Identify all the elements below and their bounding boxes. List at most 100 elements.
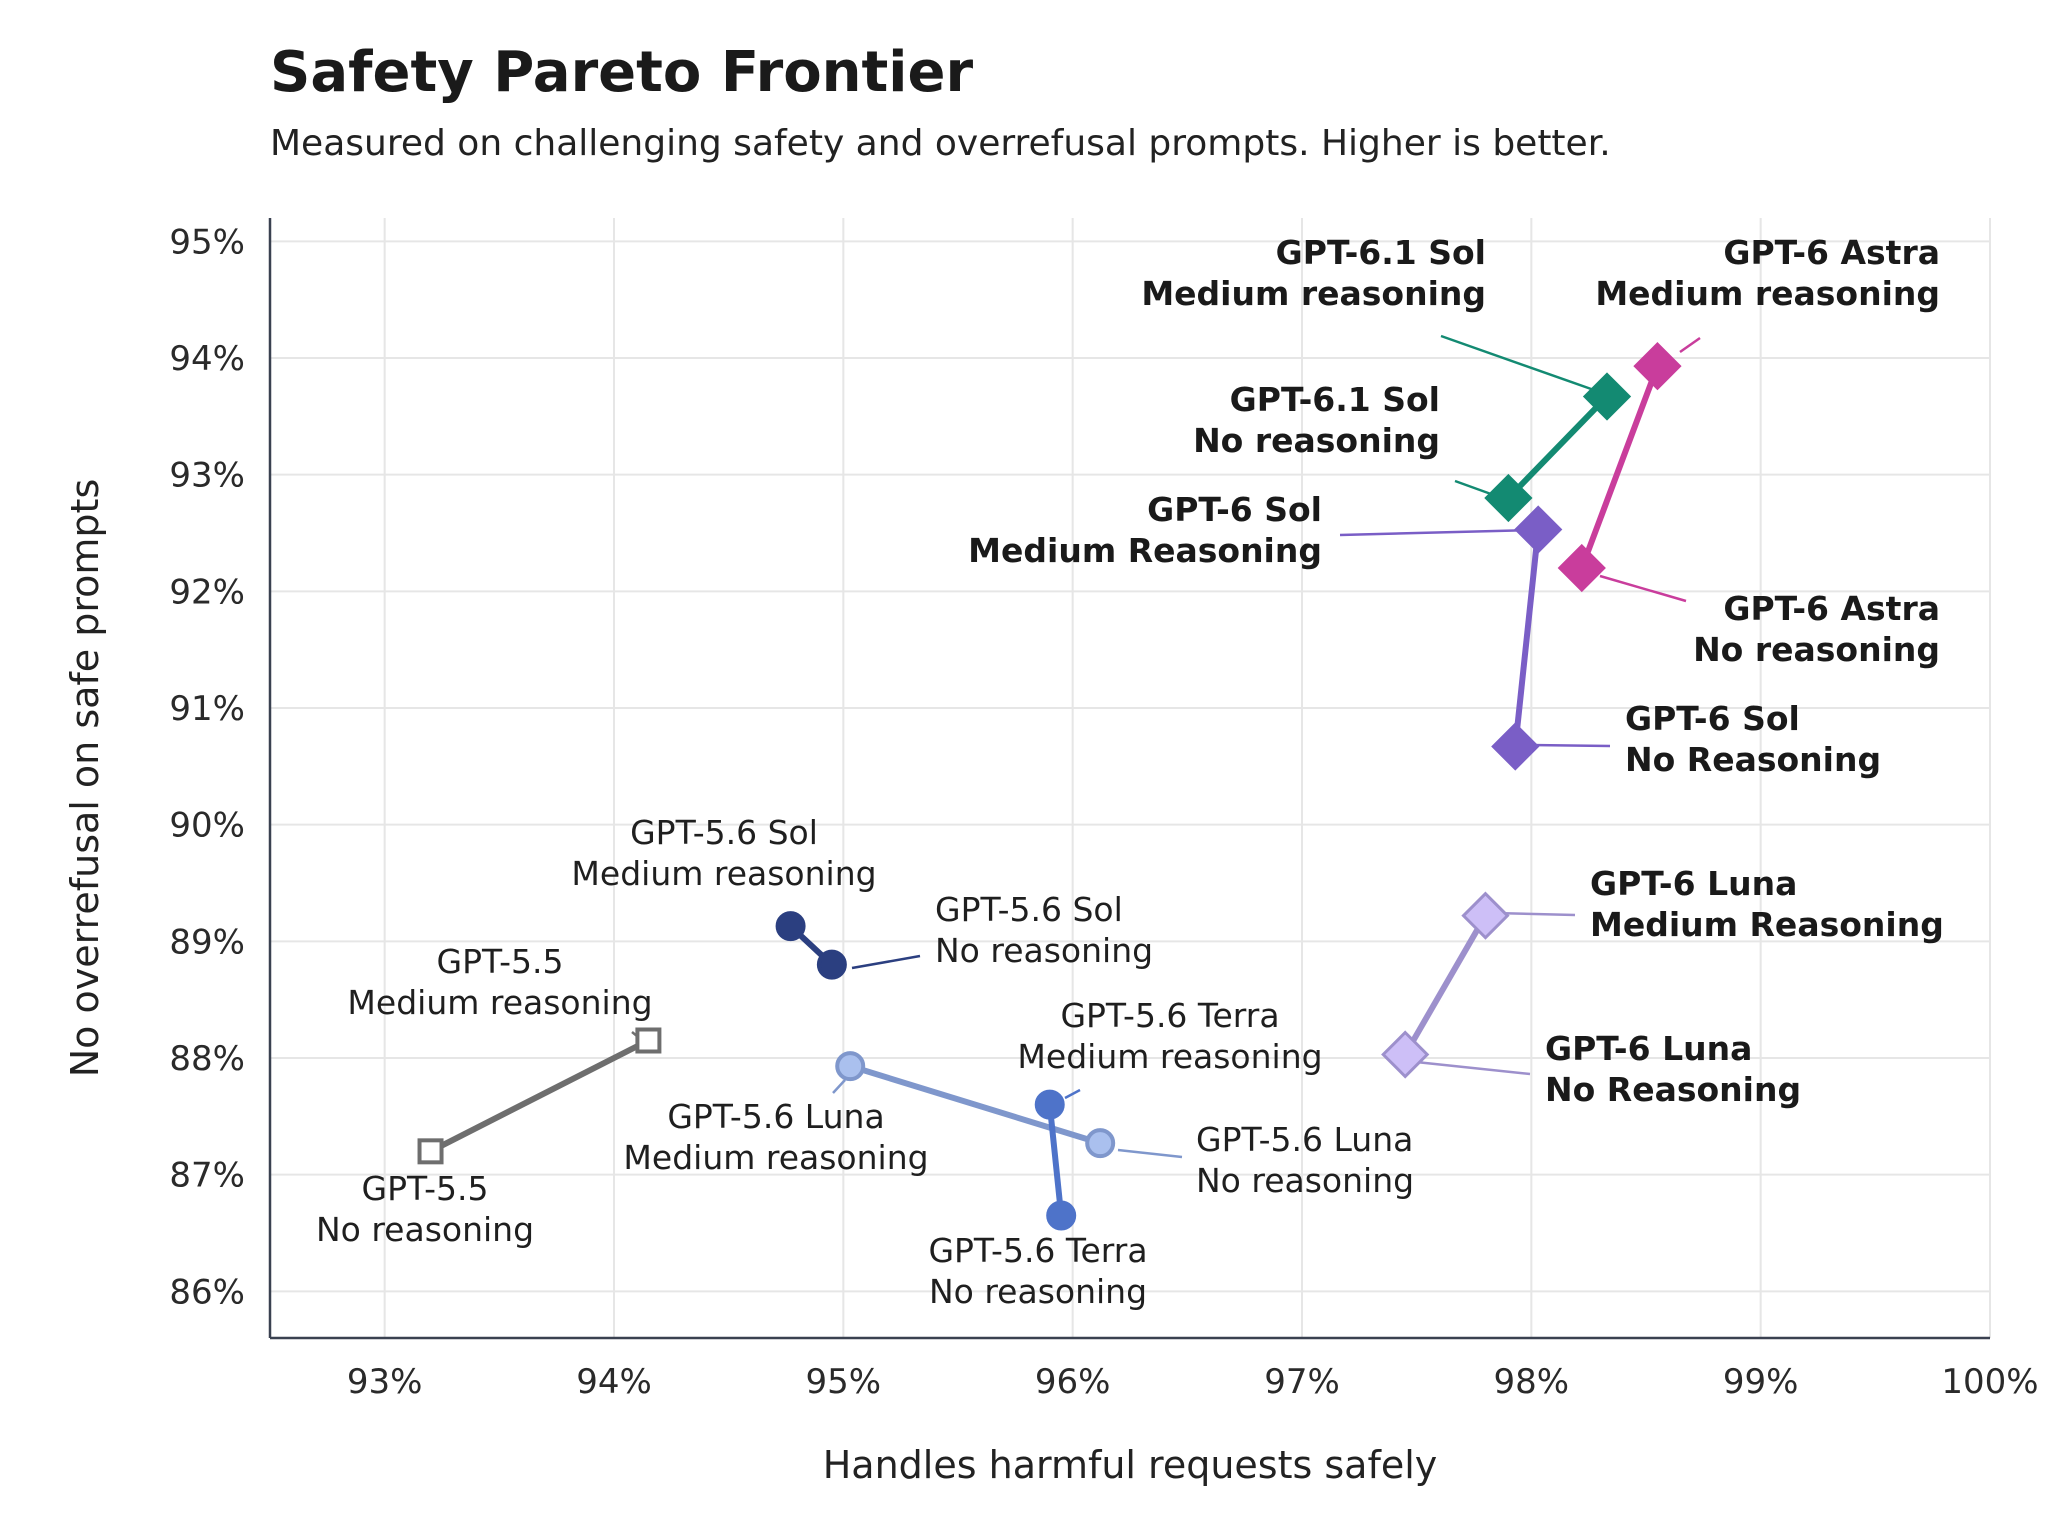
point-label-line: No reasoning [1196, 1161, 1414, 1200]
label-leader-line [1117, 1148, 1183, 1159]
point-label: GPT-5.6 Luna No reasoning [1196, 1120, 1414, 1200]
y-tick-label: 93% [169, 456, 245, 496]
x-tick-label: 98% [1494, 1362, 1570, 1402]
x-tick-label: 100% [1941, 1362, 2038, 1402]
point-label-line: GPT-5.6 Sol [935, 890, 1123, 929]
point-label-line: GPT-5.6 Luna [1196, 1120, 1413, 1159]
x-tick-label: 95% [806, 1362, 882, 1402]
data-point-circle [835, 1051, 866, 1082]
y-tick-label: 91% [169, 689, 245, 729]
series-gpt-5-5 [417, 1027, 662, 1165]
point-label: GPT-5.5 Medium reasoning [347, 942, 652, 1022]
point-label-line: No reasoning [1693, 630, 1940, 669]
point-label: GPT-6.1 Sol No reasoning [1193, 380, 1440, 460]
point-label-line: Medium reasoning [623, 1138, 928, 1177]
x-tick-label: 93% [347, 1362, 423, 1402]
point-label-line: GPT-5.6 Luna [667, 1097, 884, 1136]
y-axis-title: No overrefusal on safe prompts [63, 479, 107, 1078]
point-label-line: GPT-5.6 Terra [1060, 996, 1279, 1035]
data-point-diamond [1484, 473, 1533, 523]
data-point-diamond [1633, 342, 1682, 391]
point-label: GPT-6 Astra No reasoning [1693, 589, 1940, 669]
point-label-line: Medium Reasoning [1590, 905, 1944, 944]
series-line [1506, 394, 1610, 501]
leader-layer [631, 334, 1701, 1159]
series-gpt-5-6-luna [835, 1051, 1116, 1159]
data-point-diamond [1491, 722, 1540, 771]
point-label-line: GPT-5.5 [362, 1169, 489, 1208]
data-point-square [417, 1138, 444, 1165]
series-line [429, 1037, 650, 1155]
point-label-line: GPT-5.6 Terra [928, 1231, 1147, 1270]
point-label: GPT-5.6 Luna Medium reasoning [623, 1097, 928, 1177]
point-label: GPT-5.5 No reasoning [316, 1169, 534, 1249]
data-point-circle [775, 911, 806, 942]
point-label-line: Medium reasoning [571, 854, 876, 893]
axis-layer: 93% 94% 95% 96% 97% 98% 99% 100% 86% 87% 88% 89% 90%… [169, 218, 2039, 1402]
point-label: GPT-5.6 Terra Medium reasoning [1017, 996, 1322, 1076]
label-leader-line [1440, 334, 1595, 392]
label-leader-line [1493, 911, 1576, 917]
point-label-line: GPT-6 Luna [1590, 864, 1797, 903]
label-leader-line [851, 954, 921, 970]
label-leader-line [1064, 1088, 1081, 1100]
point-label: GPT-5.6 Terra No reasoning [928, 1231, 1147, 1311]
point-label-line: GPT-6 Astra [1723, 589, 1940, 628]
point-label-line: No reasoning [316, 1210, 534, 1249]
series-layer [417, 342, 1682, 1231]
data-point-diamond [1381, 1030, 1430, 1079]
point-label: GPT-6.1 Sol Medium reasoning [1141, 233, 1486, 313]
series-line [1046, 1104, 1065, 1216]
point-label: GPT-6 Luna No Reasoning [1545, 1029, 1801, 1109]
data-point-circle [1046, 1200, 1077, 1231]
x-axis-title: Handles harmful requests safely [823, 1443, 1438, 1487]
data-point-diamond [1582, 372, 1632, 421]
y-tick-label: 95% [169, 222, 245, 262]
data-point-circle [1085, 1128, 1116, 1159]
series-gpt-6-astra [1557, 342, 1682, 593]
y-tick-label: 86% [169, 1272, 245, 1312]
point-label: GPT-6 Sol Medium Reasoning [968, 490, 1322, 570]
point-label-line: Medium reasoning [347, 983, 652, 1022]
point-label-line: GPT-6 Astra [1723, 233, 1940, 272]
point-label-line: Medium reasoning [1141, 274, 1486, 313]
data-point-circle [1034, 1089, 1065, 1120]
series-line [1402, 914, 1489, 1057]
series-line [1512, 529, 1542, 747]
y-tick-label: 94% [169, 339, 245, 379]
y-tick-label: 90% [169, 806, 245, 846]
point-label-line: GPT-6 Sol [1147, 490, 1322, 529]
point-label-line: GPT-6.1 Sol [1230, 380, 1440, 419]
data-point-diamond [1514, 505, 1563, 554]
point-label-line: Medium Reasoning [968, 531, 1322, 570]
data-point-diamond [1557, 543, 1606, 593]
point-label: GPT-6 Astra Medium reasoning [1595, 233, 1940, 313]
point-label-line: GPT-5.6 Sol [630, 813, 818, 852]
point-label-line: Medium reasoning [1595, 274, 1940, 313]
y-tick-label: 92% [169, 572, 245, 612]
series-gpt-6-luna [1381, 891, 1510, 1079]
data-point-square [635, 1027, 662, 1054]
y-tick-label: 87% [169, 1156, 245, 1196]
label-leader-line [1529, 743, 1611, 748]
point-label: GPT-5.6 Sol No reasoning [935, 890, 1153, 970]
chart-subtitle: Measured on challenging safety and overr… [270, 123, 1611, 164]
y-tick-label: 88% [169, 1039, 245, 1079]
series-gpt-6-1-sol [1484, 372, 1632, 523]
chart-title: Safety Pareto Frontier [270, 40, 974, 105]
series-gpt-6-sol [1491, 505, 1563, 771]
point-label-line: GPT-6 Sol [1625, 699, 1800, 738]
label-leader-line [1679, 336, 1701, 354]
point-label-line: GPT-5.5 [437, 942, 564, 981]
point-label-line: No reasoning [935, 931, 1153, 970]
x-tick-label: 99% [1723, 1362, 1799, 1402]
label-leader-line [1415, 1060, 1531, 1076]
point-label-line: No Reasoning [1545, 1070, 1801, 1109]
series-line [1578, 365, 1661, 570]
point-label: GPT-5.6 Sol Medium reasoning [571, 813, 876, 893]
series-line [849, 1063, 1102, 1147]
label-leader-line [832, 1079, 846, 1094]
point-label: GPT-6 Sol No Reasoning [1625, 699, 1881, 779]
